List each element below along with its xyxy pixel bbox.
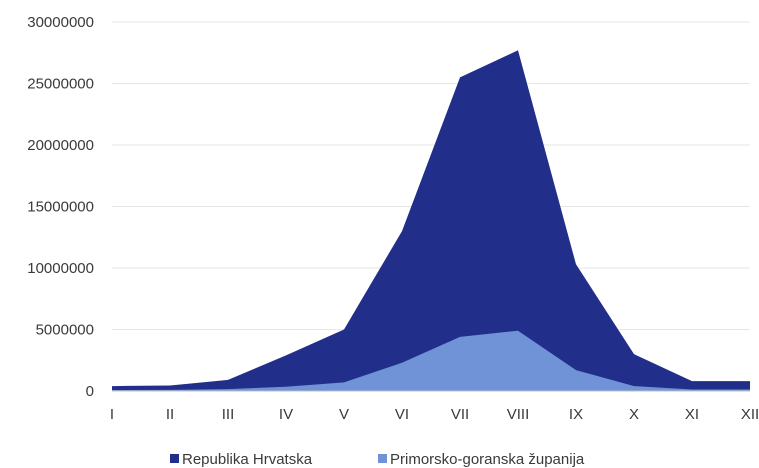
x-tick-label-8: IX [569, 406, 583, 423]
y-tick-label-6: 30000000 [27, 14, 94, 31]
legend-label-0: Republika Hrvatska [182, 451, 313, 468]
x-tick-label-10: XI [685, 406, 699, 423]
legend: Republika Hrvatska Primorsko-goranska žup… [170, 451, 585, 468]
x-axis-ticks: I II III IV V VI VII VIII IX X XI XII [110, 406, 759, 423]
x-tick-label-4: V [339, 406, 349, 423]
series-areas [111, 50, 751, 391]
x-tick-label-2: III [222, 406, 235, 423]
y-tick-label-4: 20000000 [27, 137, 94, 154]
x-tick-label-9: X [629, 406, 639, 423]
x-tick-label-0: I [110, 406, 114, 423]
y-tick-label-2: 10000000 [27, 260, 94, 277]
legend-swatch-0 [170, 454, 179, 463]
x-tick-label-7: VIII [507, 406, 530, 423]
x-tick-label-6: VII [451, 406, 469, 423]
x-tick-label-5: VI [395, 406, 409, 423]
x-tick-label-3: IV [279, 406, 293, 423]
x-tick-label-1: II [166, 406, 174, 423]
series-area-0 [112, 50, 750, 391]
x-tick-label-11: XII [741, 406, 759, 423]
y-tick-label-0: 0 [86, 383, 94, 400]
y-tick-label-1: 5000000 [36, 322, 94, 339]
legend-label-1: Primorsko-goranska županija [390, 451, 585, 468]
series-area-1 [112, 330, 750, 391]
legend-swatch-1 [378, 454, 387, 463]
y-tick-label-3: 15000000 [27, 199, 94, 216]
y-tick-label-5: 25000000 [27, 76, 94, 93]
y-axis-ticks: 0 5000000 10000000 15000000 20000000 25000000… [27, 14, 94, 400]
